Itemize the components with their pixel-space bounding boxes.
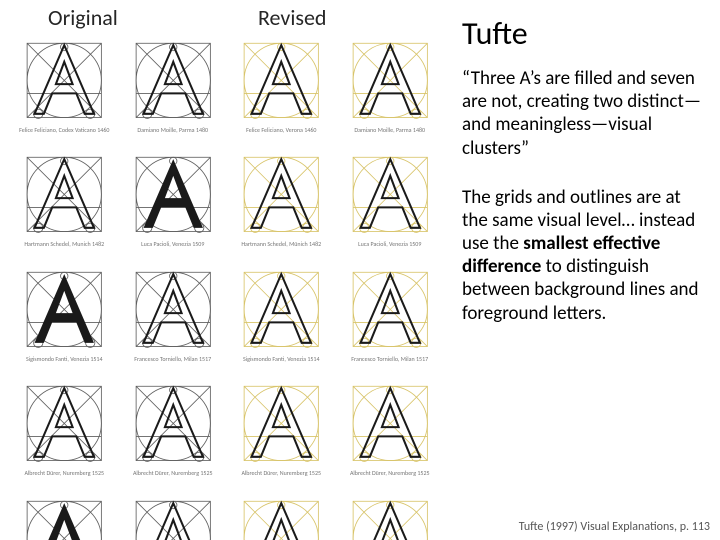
letter-a-diagram <box>12 263 117 356</box>
letter-caption: Felice Feliciano, Verona 1460 <box>229 127 334 133</box>
letter-cell: Albrecht Dürer, Nuremberg 1525 <box>121 372 226 483</box>
letter-cell: Francesco Torniello, Milan 1517 <box>338 257 443 368</box>
letter-a-diagram <box>229 377 334 470</box>
letter-caption: Sigismondo Fanti, Venezia 1514 <box>229 356 334 362</box>
letter-cell: Luca Pacioli, Venezia 1509 <box>121 143 226 254</box>
letter-cell: Giovam Baptista Verini, Firenze 1526 <box>12 486 117 540</box>
letter-cell: Giovam Baptista Verini, Firenze 1526 <box>229 486 334 540</box>
letter-a-diagram <box>229 263 334 356</box>
letter-cell: Albrecht Dürer, Nuremberg 1525 <box>229 372 334 483</box>
letter-a-diagram <box>121 263 226 356</box>
letter-cell: Francesco Torniello, Milan 1517 <box>121 257 226 368</box>
letter-cell: Hartmann Schedel, Münich 1482 <box>229 143 334 254</box>
letter-cell: Sigismondo Fanti, Venezia 1514 <box>12 257 117 368</box>
citation: Tufte (1997) Visual Explanations, p. 113 <box>519 520 710 534</box>
letter-caption: Albrecht Dürer, Nuremberg 1525 <box>229 470 334 476</box>
letter-cell: Felice Feliciano, Codex Vaticano 1460 <box>12 28 117 139</box>
letter-a-diagram <box>121 148 226 241</box>
letter-grid-container: Felice Feliciano, Codex Vaticano 1460 Da… <box>12 28 442 528</box>
letter-a-diagram <box>338 148 443 241</box>
column-header-revised: Revised <box>258 4 327 31</box>
letter-a-diagram <box>338 377 443 470</box>
letter-caption: Luca Pacioli, Venezia 1509 <box>338 241 443 247</box>
letter-cell: Albrecht Dürer, Nuremberg 1525 <box>338 372 443 483</box>
letter-cell: Albrecht Dürer, Nuremberg 1525 <box>12 372 117 483</box>
slide: Original Revised Felice Feliciano, Codex… <box>0 0 720 540</box>
letter-cell: Geoffroy Tory, Paris 1529 <box>121 486 226 540</box>
letter-a-diagram <box>12 148 117 241</box>
letter-caption: Damiano Moille, Parma 1480 <box>121 127 226 133</box>
letter-a-diagram <box>338 34 443 127</box>
letter-a-diagram <box>338 492 443 540</box>
letter-cell: Sigismondo Fanti, Venezia 1514 <box>229 257 334 368</box>
letter-a-diagram <box>12 492 117 540</box>
letter-cell: Hartmann Schedel, Munich 1482 <box>12 143 117 254</box>
letter-cell: Geoffroy Tory, Paris 1529 <box>338 486 443 540</box>
letter-caption: Hartmann Schedel, Münich 1482 <box>229 241 334 247</box>
letter-caption: Albrecht Dürer, Nuremberg 1525 <box>338 470 443 476</box>
letter-caption: Albrecht Dürer, Nuremberg 1525 <box>121 470 226 476</box>
letter-a-diagram <box>229 34 334 127</box>
letter-caption: Sigismondo Fanti, Venezia 1514 <box>12 356 117 362</box>
letter-grid: Felice Feliciano, Codex Vaticano 1460 Da… <box>12 28 442 528</box>
letter-a-diagram <box>121 34 226 127</box>
quote-text: “Three A’s are filled and seven are not,… <box>462 67 708 160</box>
letter-a-diagram <box>12 377 117 470</box>
column-header-original: Original <box>48 4 118 31</box>
letter-cell: Luca Pacioli, Venezia 1509 <box>338 143 443 254</box>
letter-caption: Damiano Moille, Parma 1480 <box>338 127 443 133</box>
text-column: Tufte “Three A’s are filled and seven ar… <box>462 14 708 325</box>
letter-caption: Francesco Torniello, Milan 1517 <box>338 356 443 362</box>
letter-a-diagram <box>12 34 117 127</box>
letter-cell: Felice Feliciano, Verona 1460 <box>229 28 334 139</box>
letter-caption: Luca Pacioli, Venezia 1509 <box>121 241 226 247</box>
paragraph: The grids and outlines are at the same v… <box>462 186 708 325</box>
slide-title: Tufte <box>462 14 708 53</box>
letter-a-diagram <box>121 377 226 470</box>
letter-caption: Albrecht Dürer, Nuremberg 1525 <box>12 470 117 476</box>
letter-a-diagram <box>121 492 226 540</box>
letter-cell: Damiano Moille, Parma 1480 <box>338 28 443 139</box>
letter-cell: Damiano Moille, Parma 1480 <box>121 28 226 139</box>
letter-a-diagram <box>229 148 334 241</box>
letter-a-diagram <box>229 492 334 540</box>
letter-caption: Hartmann Schedel, Munich 1482 <box>12 241 117 247</box>
letter-a-diagram <box>338 263 443 356</box>
letter-caption: Felice Feliciano, Codex Vaticano 1460 <box>12 127 117 133</box>
letter-caption: Francesco Torniello, Milan 1517 <box>121 356 226 362</box>
